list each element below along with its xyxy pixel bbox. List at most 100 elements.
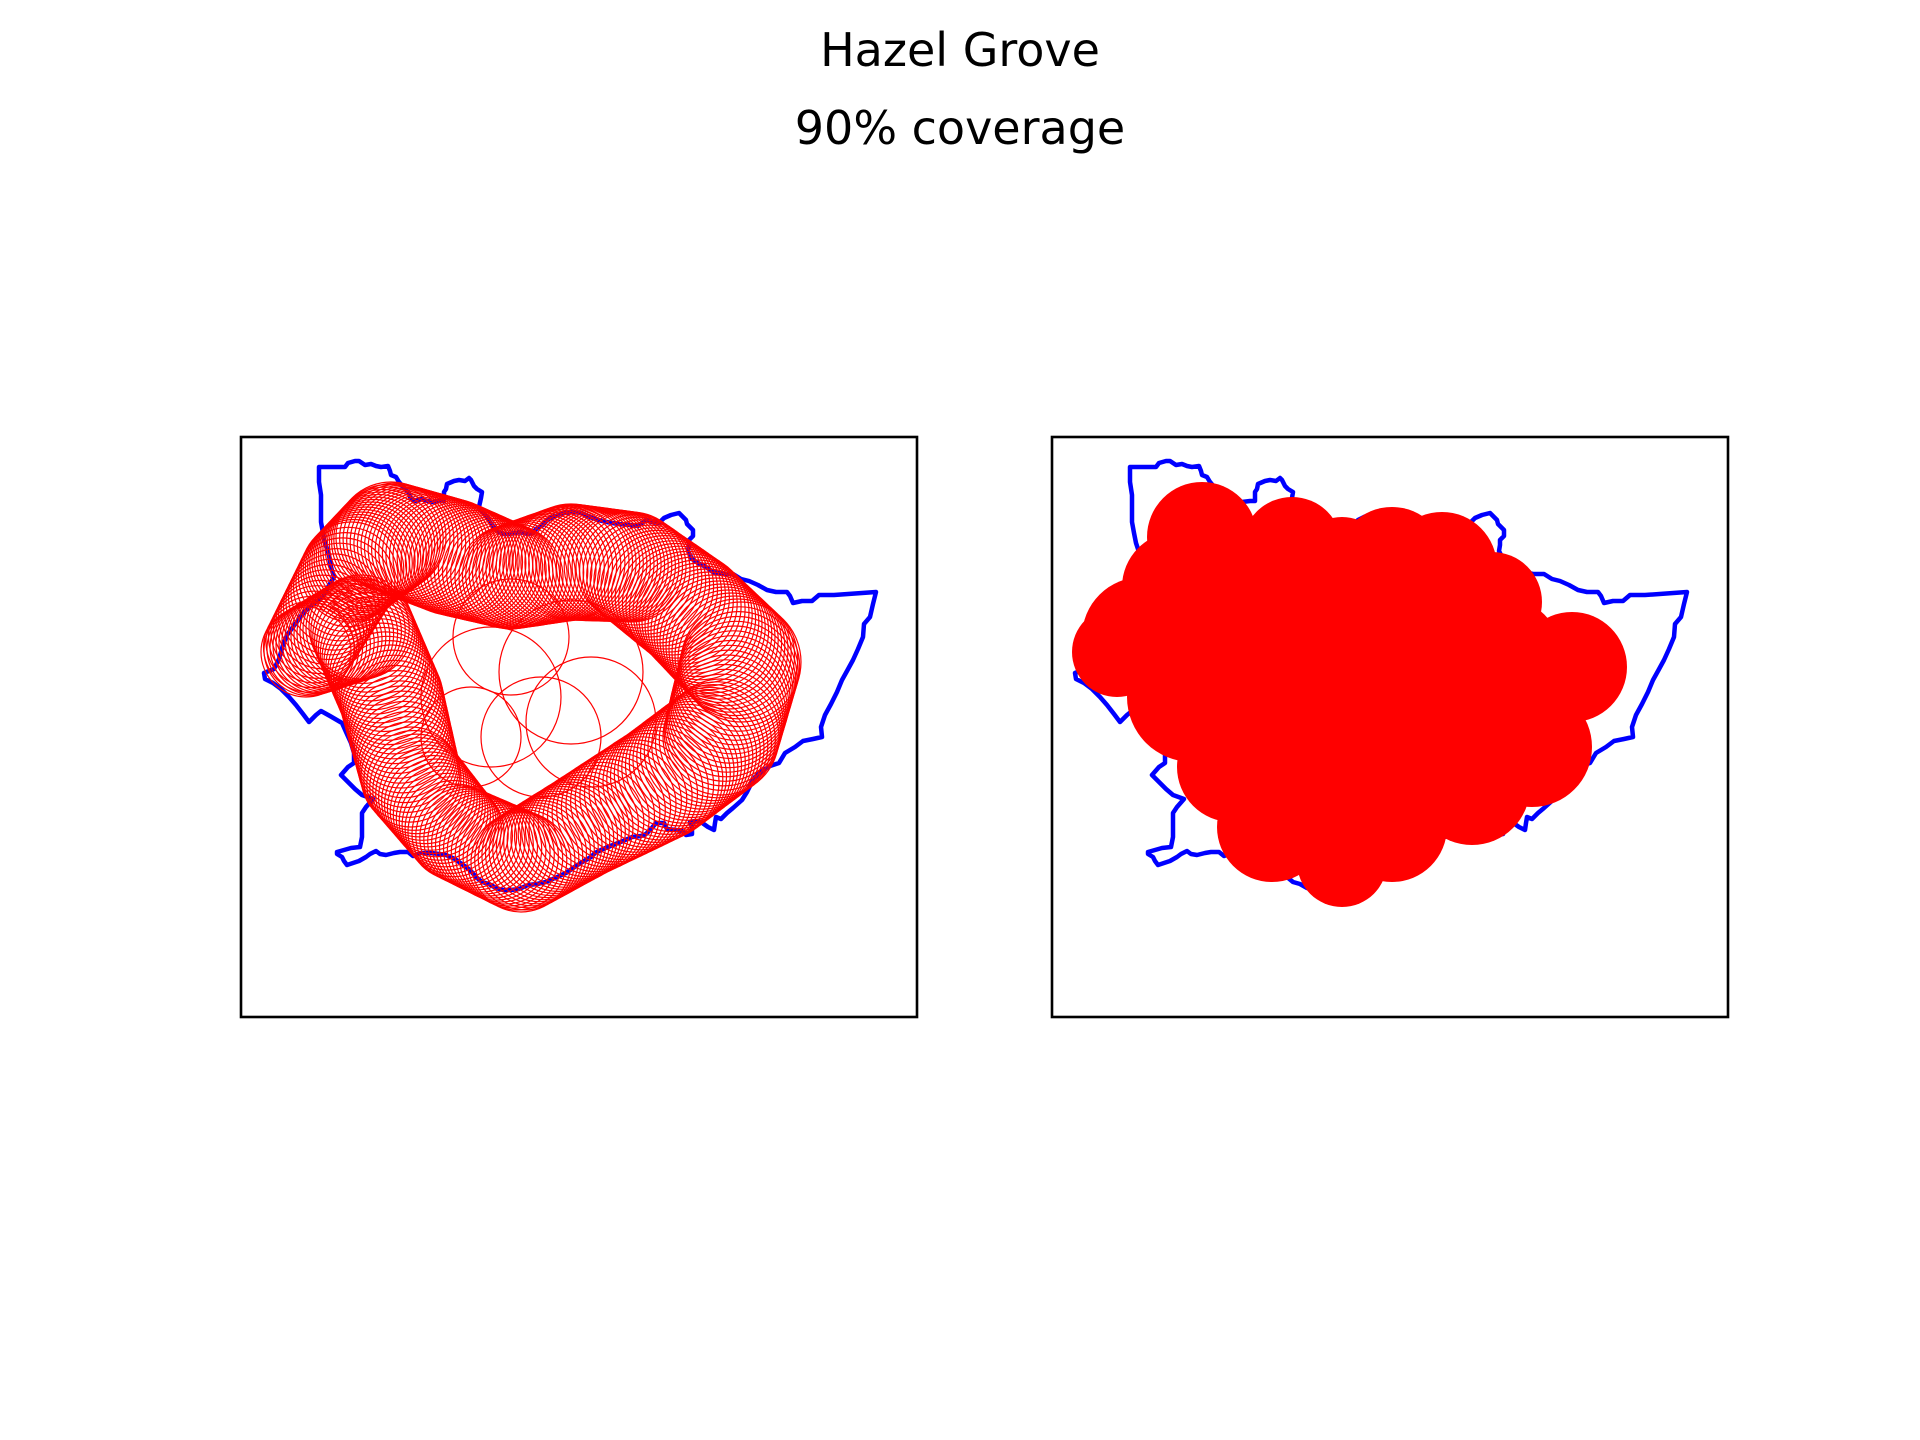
coverage-circle-outline-114 — [654, 684, 773, 802]
coverage-circle-outline-250 — [285, 553, 383, 651]
interior-circle-outline-4 — [525, 656, 657, 788]
coverage-circle-outline-253 — [292, 537, 393, 637]
coverage-circle-outline-264 — [317, 501, 425, 608]
coverage-circle-outline-85 — [647, 568, 766, 687]
coverage-circle-outline-254 — [295, 531, 396, 633]
filled-coverage-circle-28 — [1152, 567, 1272, 687]
interior-circle-outline-0 — [420, 626, 562, 768]
coverage-circle-outline-268 — [326, 491, 436, 601]
coverage-circle-outline-201 — [348, 680, 452, 784]
coverage-circle-outline-184 — [383, 754, 484, 855]
coverage-circle-outline-263 — [315, 503, 422, 610]
coverage-circle-outline-166 — [446, 800, 547, 901]
coverage-circle-outline-145 — [524, 776, 630, 882]
coverage-circle-outline-240 — [260, 606, 352, 698]
coverage-circle-outline-27 — [437, 516, 547, 626]
coverage-circle-outline-255 — [297, 526, 399, 628]
coverage-circle-outline-251 — [287, 547, 386, 647]
coverage-circle-outline-266 — [322, 496, 430, 604]
interior-circle-outline-1 — [498, 599, 644, 745]
coverage-circle-outline-186 — [377, 747, 478, 848]
filled-coverage-circle-15 — [1072, 607, 1162, 697]
figure-subtitle: 90% coverage — [795, 101, 1125, 155]
coverage-circle-outline-69 — [593, 524, 707, 638]
coverage-circle-outline-121 — [628, 703, 746, 821]
coverage-circle-outline-190 — [366, 733, 468, 835]
coverage-circle-outline-126 — [609, 717, 728, 835]
coverage-circle-outline-122 — [624, 706, 743, 824]
coverage-circle-outline-235 — [275, 596, 371, 693]
coverage-circle-outline-155 — [488, 799, 591, 903]
coverage-circle-outline-109 — [665, 663, 784, 782]
coverage-circle-outline-265 — [320, 498, 427, 606]
coverage-circle-outline-132 — [583, 736, 699, 851]
filled-coverage-circle-27 — [1282, 537, 1422, 677]
coverage-circle-outline-128 — [602, 723, 720, 841]
coverage-circle-outline-73 — [607, 535, 723, 650]
coverage-circle-outline-182 — [389, 762, 489, 861]
coverage-circle-outline-83 — [641, 562, 760, 681]
interior-circle-outline-5 — [420, 686, 522, 788]
coverage-circle-outline-260 — [309, 511, 413, 616]
coverage-circle-outline-252 — [290, 542, 390, 642]
coverage-circle-outline-169 — [434, 795, 534, 895]
coverage-circle-outline-142 — [537, 768, 645, 875]
coverage-circle-outline-233 — [281, 592, 379, 690]
coverage-circle-outline-88 — [656, 577, 776, 697]
coverage-circle-outline-261 — [311, 508, 416, 614]
coverage-circle-outline-117 — [643, 692, 761, 810]
coverage-circle-outline-234 — [278, 594, 375, 691]
coverage-circle-outline-178 — [401, 776, 500, 875]
coverage-circle-outline-158 — [477, 806, 580, 909]
left-panel-frame — [239, 435, 919, 1019]
coverage-circle-outline-257 — [302, 518, 405, 621]
coverage-circle-outline-164 — [454, 804, 555, 905]
coverage-circle-outline-241 — [262, 601, 355, 693]
coverage-circle-outline-259 — [306, 513, 411, 617]
filled-coverage-circle-25 — [1332, 707, 1472, 847]
coverage-circle-outline-133 — [579, 739, 693, 853]
coverage-circle-outline-82 — [638, 559, 757, 678]
coverage-circle-outline-124 — [617, 712, 735, 830]
coverage-circle-outline-40 — [485, 513, 597, 626]
coverage-circle-outline-242 — [265, 595, 358, 689]
coverage-circle-outline-191 — [363, 729, 465, 831]
coverage-circle-outline-146 — [521, 779, 626, 884]
coverage-circle-outline-72 — [603, 532, 719, 647]
coverage-circle-outline-258 — [304, 516, 408, 619]
right-panel — [1050, 435, 1730, 1019]
left-interior-circles — [420, 578, 657, 798]
coverage-circle-outline-43 — [495, 509, 609, 624]
coverage-circle-outline-222 — [312, 583, 418, 689]
coverage-circle-outline-270 — [330, 486, 442, 597]
coverage-circle-outline-131 — [588, 732, 704, 848]
right-panel-frame — [1050, 435, 1730, 1019]
coverage-circle-outline-70 — [596, 527, 711, 641]
coverage-circle-outline-116 — [647, 689, 765, 807]
coverage-circle-outline-173 — [419, 788, 518, 887]
coverage-circle-outline-174 — [415, 786, 514, 885]
coverage-circle-outline-95 — [677, 598, 799, 720]
coverage-circle-outline-187 — [375, 744, 476, 845]
interior-circle-outline-2 — [480, 676, 602, 798]
coverage-circle-outline-94 — [674, 595, 796, 717]
right-filled-coverage — [1072, 482, 1627, 907]
left-panel — [239, 435, 919, 1019]
coverage-circle-outline-177 — [404, 779, 502, 878]
coverage-circle-outline-150 — [506, 788, 611, 893]
coverage-circle-outline-165 — [450, 802, 551, 903]
coverage-circle-outline-66 — [582, 516, 695, 629]
coverage-circle-outline-262 — [313, 506, 419, 612]
coverage-circle-outline-147 — [517, 781, 622, 886]
coverage-circle-outline-76 — [618, 542, 734, 659]
interior-circle-outline-3 — [452, 578, 570, 696]
coverage-circle-outline-256 — [300, 521, 402, 623]
coverage-circle-outline-39 — [482, 515, 593, 626]
coverage-circle-outline-208 — [338, 644, 444, 750]
coverage-circle-outline-152 — [499, 792, 603, 897]
coverage-circle-outline-156 — [484, 802, 588, 905]
coverage-circle-outline-153 — [495, 795, 599, 899]
filled-coverage-circle-29 — [1442, 597, 1562, 717]
coverage-circle-outline-144 — [528, 774, 634, 880]
